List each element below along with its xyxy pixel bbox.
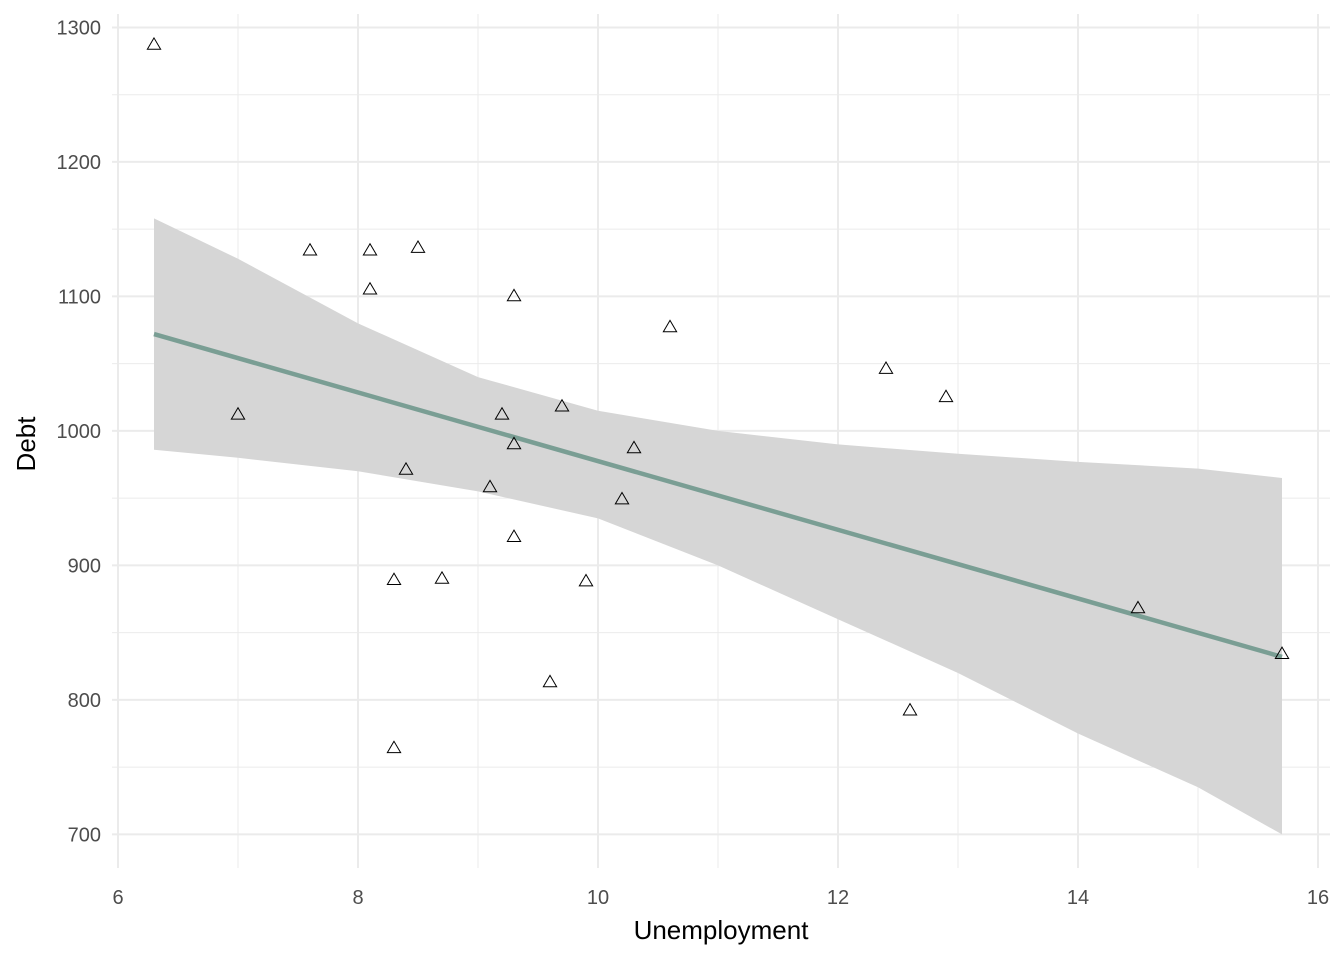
x-tick-label: 10	[587, 887, 609, 909]
y-tick-label: 1300	[57, 17, 102, 39]
data-point	[902, 702, 918, 716]
data-point	[662, 319, 678, 333]
x-tick-label: 16	[1307, 887, 1329, 909]
data-point	[482, 479, 498, 493]
data-point	[362, 242, 378, 256]
data-point	[434, 570, 450, 584]
y-tick-label: 800	[68, 690, 101, 712]
data-point	[626, 440, 642, 454]
y-tick-label: 1000	[57, 421, 102, 443]
y-tick-label: 1200	[57, 152, 102, 174]
data-point	[1130, 600, 1146, 614]
confidence-band	[154, 218, 1282, 835]
data-point	[506, 436, 522, 450]
data-point	[302, 242, 318, 256]
x-axis-title: Unemployment	[634, 915, 810, 945]
data-point	[386, 572, 402, 586]
data-point	[614, 491, 630, 505]
data-point	[578, 573, 594, 587]
data-point	[1274, 646, 1290, 660]
tick-labels: 6 8 10 12 14 16 700 800 900 1000 1100 1200 1300	[57, 17, 1330, 909]
regression-line	[153, 331, 1283, 660]
data-point	[542, 674, 558, 688]
x-tick-label: 6	[112, 887, 123, 909]
data-point	[878, 361, 894, 374]
x-tick-label: 12	[827, 887, 849, 909]
data-point	[230, 406, 246, 420]
y-tick-label: 1100	[58, 286, 101, 308]
data-point	[506, 529, 522, 542]
y-axis-title: Debt	[11, 416, 41, 472]
confidence-band-layer	[154, 218, 1282, 835]
data-point	[506, 288, 522, 302]
data-point	[938, 389, 954, 403]
data-point	[386, 740, 402, 754]
points-layer	[146, 36, 1290, 754]
x-tick-label: 14	[1067, 887, 1089, 909]
data-point	[362, 281, 378, 295]
data-point	[554, 398, 570, 412]
data-point	[410, 240, 426, 253]
data-point	[494, 406, 510, 420]
data-point	[146, 36, 162, 50]
x-tick-label: 8	[352, 887, 363, 909]
y-tick-label: 700	[68, 824, 101, 846]
fit-line-layer	[153, 331, 1283, 660]
y-tick-label: 900	[68, 555, 101, 577]
data-point	[398, 461, 414, 475]
